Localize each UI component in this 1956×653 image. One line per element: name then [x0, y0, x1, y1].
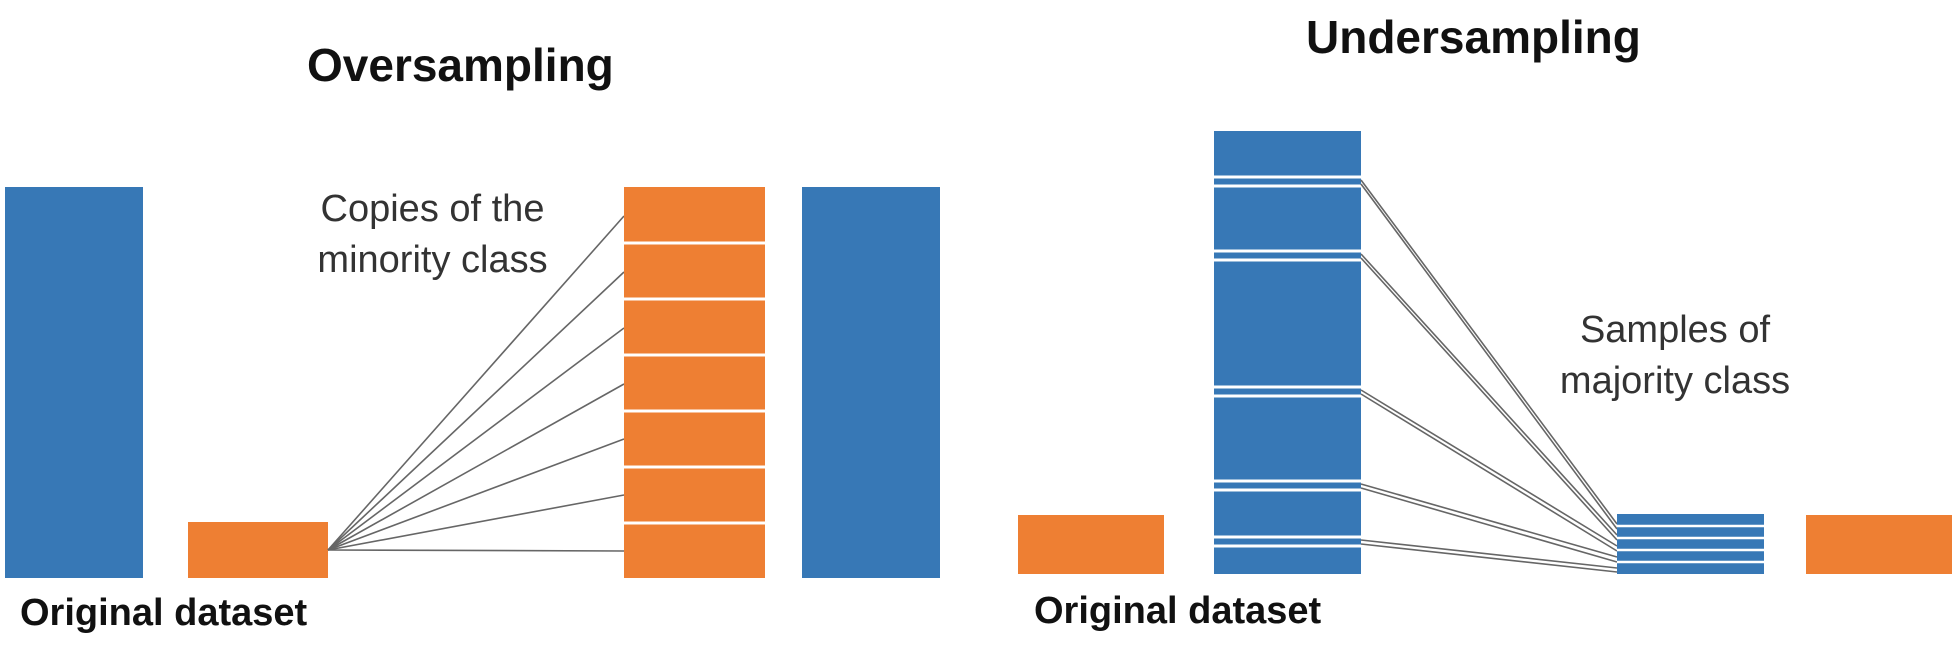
over-result-majority-bar [802, 187, 940, 578]
undersampling-annotation: Samples of majority class [1540, 305, 1810, 407]
over-copy-line [327, 549, 625, 552]
undersampling-original-dataset-label: Original dataset [1034, 590, 1322, 632]
under-sample-line [1360, 389, 1618, 547]
under-sample-lines [1360, 179, 1618, 573]
oversampling-annotation-line-2: minority class [317, 239, 548, 281]
under-sample-line [1360, 393, 1618, 552]
under-sample-line [1360, 543, 1618, 573]
oversampling-title: Oversampling [307, 39, 614, 91]
over-copy-line [327, 271, 625, 551]
undersampling-title: Undersampling [1306, 11, 1641, 63]
over-copy-line [327, 327, 625, 551]
under-result-minority-bar [1806, 515, 1952, 574]
over-copy-line [327, 383, 625, 551]
over-minority-copies-stack [624, 187, 765, 578]
over-copy-line [327, 215, 625, 551]
under-original-majority-bar [1214, 131, 1361, 574]
under-sample-line [1360, 179, 1618, 525]
under-sample-line [1360, 487, 1618, 563]
over-copy-line [327, 494, 625, 551]
over-minority-copies-bar [624, 187, 765, 578]
under-majority-samples-bar [1617, 514, 1764, 574]
over-original-minority-bar [188, 522, 328, 578]
oversampling-annotation-line-1: Copies of the [320, 188, 545, 230]
undersampling-annotation-line-1: Samples of [1579, 309, 1771, 351]
under-sample-line [1360, 183, 1618, 530]
under-sample-line [1360, 257, 1618, 541]
undersampling-annotation-line-2: majority class [1559, 360, 1791, 402]
under-original-minority-bar [1018, 515, 1164, 574]
oversampling-original-dataset-label: Original dataset [20, 592, 308, 634]
under-original-majority-stack [1214, 131, 1361, 574]
under-majority-samples-stack [1617, 514, 1764, 574]
over-copy-lines [327, 215, 625, 552]
under-sample-line [1360, 483, 1618, 558]
over-copy-line [327, 438, 625, 551]
under-sample-line [1360, 539, 1618, 569]
oversampling-annotation: Copies of the minority class [300, 184, 565, 286]
over-original-majority-bar [5, 187, 143, 578]
under-sample-line [1360, 253, 1618, 536]
